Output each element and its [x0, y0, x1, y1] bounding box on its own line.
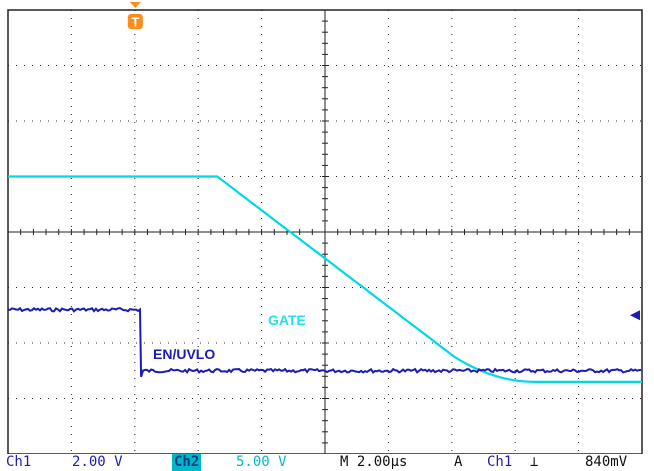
trigger-source: Ch1 — [487, 454, 513, 470]
trigger-mode: A — [454, 454, 463, 470]
trigger-level-arrow-icon — [630, 310, 640, 321]
waveform-traces — [7, 175, 643, 384]
trigger-position-arrow — [129, 2, 141, 8]
ch1-label: Ch1 — [6, 454, 32, 470]
ch2-scale: 5.00 V — [236, 454, 287, 470]
en-uvlo-waveform — [7, 306, 642, 378]
gate-signal-label: GATE — [268, 312, 306, 328]
gate-waveform — [8, 175, 643, 384]
trigger-marker-text: T — [131, 15, 139, 30]
screen-markers: T — [127, 2, 640, 321]
timebase-readout: M 2.00µs — [340, 454, 408, 470]
en-uvlo-signal-label: EN/UVLO — [153, 346, 216, 362]
trigger-level: 840mV — [585, 454, 628, 470]
trigger-marker-icon — [127, 14, 143, 29]
oscilloscope-status-bar: Ch1 2.00 V Ch2 5.00 V M 2.00µs A Ch1 ⊥ 8… — [0, 454, 654, 471]
ch1-scale: 2.00 V — [72, 454, 123, 470]
falling-edge-icon: ⊥ — [530, 454, 539, 470]
ch2-label: Ch2 — [172, 454, 202, 471]
